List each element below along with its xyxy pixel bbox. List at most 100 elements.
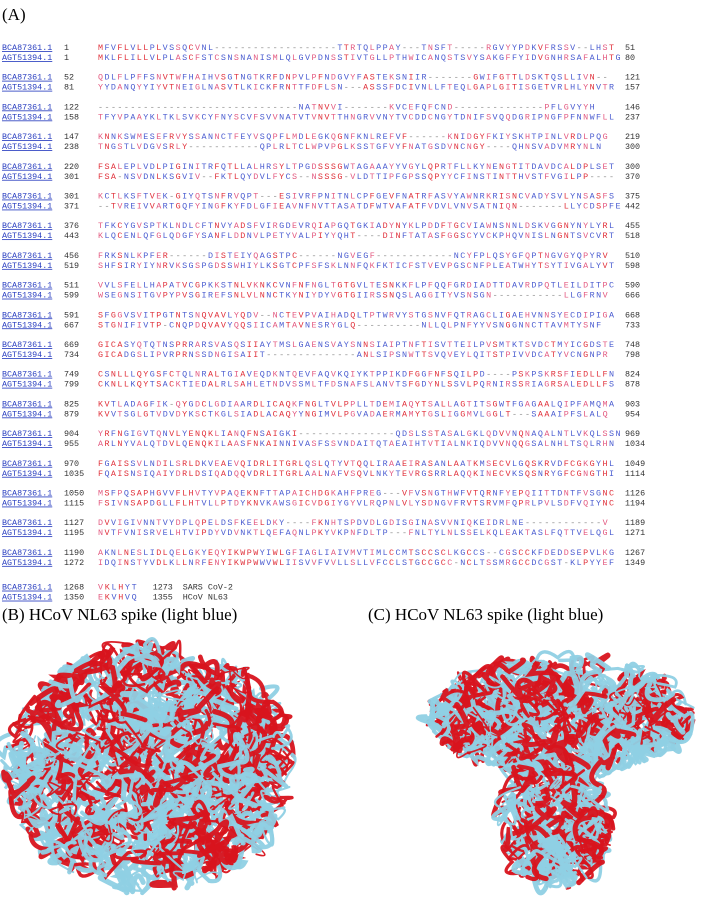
ribbon [12,723,85,801]
sequence-id: BCA87361.1 [2,399,52,409]
start-position: 301 [64,192,79,202]
end-position: 455 [625,221,640,231]
start-position: 519 [64,261,79,271]
ribbon [98,808,128,843]
ribbon [13,730,44,777]
ribbon [624,663,665,703]
ribbon [144,841,206,883]
end-position: 1349 [625,558,645,568]
end-position: 666 [625,291,640,301]
end-position: 1355 [153,593,173,603]
ribbon [240,666,252,690]
ribbon [50,839,77,864]
ribbon [180,679,224,714]
sequence: TFYVPAAYKLTKLSVKCYFNYSCVFSVVNATVTVNVTTHN… [98,112,614,122]
ribbon [522,660,553,706]
ribbon [508,821,532,858]
sequence-id: AGT51394.1 [2,593,52,603]
sequence-id: AGT51394.1 [2,380,52,390]
start-position: 599 [64,291,79,301]
end-position: 798 [625,350,640,360]
ribbon [519,834,571,875]
ribbon [72,762,145,803]
sequence: KVTLADAGFIK-QYGDCLGDIAARDLICAQKFNGLTVLPP… [98,399,615,409]
end-position: 668 [625,310,640,320]
sequence: YRFNGIGVTQNVLYENQKLIANQFNSAIGKI---------… [98,429,621,439]
end-position: 237 [625,112,640,122]
end-position: 1271 [625,528,645,538]
ribbon [181,708,212,758]
sequence: AKNLNESLIDLQELGKYEQYIKWPWYIWLGFIAGLIAIVM… [98,548,614,558]
ribbon [31,735,62,769]
sequence-id: BCA87361.1 [2,583,52,593]
start-position: 1272 [64,558,84,568]
ribbon [194,695,229,751]
ribbon [548,716,572,736]
ribbon [491,800,517,823]
sequence: MSFPQSAPHGVVFLHVTYVPAQEKNFTTAPAICHDGKAHF… [98,489,614,499]
ribbon [549,761,598,800]
ribbon [180,799,212,850]
sequence: -------------------------------NATNVVI--… [98,102,595,112]
sequence: FSA-NSVDNLKSGVIV--FKTLQYDVLFYCS--NSSSG-V… [98,172,614,182]
start-position: 1127 [64,518,84,528]
ribbon [211,690,252,735]
sequence: FSIVNSAPDGLLFLHTVLLPTDYKNVKAWSGICVDGIYGY… [98,499,614,509]
sequence-id: AGT51394.1 [2,53,52,63]
start-position: 904 [64,429,79,439]
ribbon [40,741,101,786]
start-position: 749 [64,370,79,380]
sequence-id: AGT51394.1 [2,291,52,301]
start-position: 591 [64,310,79,320]
sequence: SFGGVSVITPGTNTSNQVAVLYQDV--NCTEVPVAIHADQ… [98,310,615,320]
start-position: 669 [64,340,79,350]
sequence-id: BCA87361.1 [2,518,52,528]
start-position: 376 [64,221,79,231]
sequence-id: BCA87361.1 [2,251,52,261]
sequence-id: BCA87361.1 [2,310,52,320]
sequence: TFKCYGVSPTKLNDLCFTNVYADSFVIRGDEVRQIAPGQT… [98,221,614,231]
end-position: 442 [625,202,640,212]
ribbon [172,862,222,884]
sequence: CSNLLLQYGSFCTQLNRALTGIAVEQDKNTQEVFAQVKQI… [98,370,614,380]
ribbon [539,668,585,702]
ribbon [227,723,260,750]
end-position: 375 [625,192,640,202]
ribbon [218,809,263,854]
start-position: 511 [64,281,79,291]
start-position: 955 [64,439,79,449]
sequence: STGNIFIVTP-CNQPDQVAVYQQSIICAMTAVNESRYGLQ… [98,320,601,330]
start-position: 1050 [64,489,84,499]
ribbon [66,790,129,824]
ribbon [164,781,197,813]
end-position: 748 [625,340,640,350]
start-position: 667 [64,320,79,330]
ribbon [7,694,37,739]
sequence-id: BCA87361.1 [2,162,52,172]
sequence-id: BCA87361.1 [2,429,52,439]
ribbon [48,677,86,709]
sequence-id: AGT51394.1 [2,320,52,330]
sequence: CKNLLKQYTSACKTIEDALRLSAHLETNDVSSMLTFDSNA… [98,380,614,390]
start-position: 81 [64,83,74,93]
start-position: 1035 [64,469,84,479]
ribbon [633,691,660,735]
ribbon [122,650,164,682]
ribbon [458,670,493,711]
sequence: FSALEPLVDLPIGINITRFQTLLALHRSYLTPGDSSSGWT… [98,162,614,172]
ribbon [43,729,110,772]
ribbon [632,710,677,746]
start-position: 970 [64,459,79,469]
sequence-id: AGT51394.1 [2,112,52,122]
ribbon [81,832,113,865]
ribbon [493,786,532,856]
end-position: 300 [625,162,640,172]
start-position: 147 [64,132,79,142]
start-position: 1190 [64,548,84,558]
start-position: 122 [64,102,79,112]
ribbon [122,656,169,694]
ribbon [544,744,586,792]
start-position: 456 [64,251,79,261]
